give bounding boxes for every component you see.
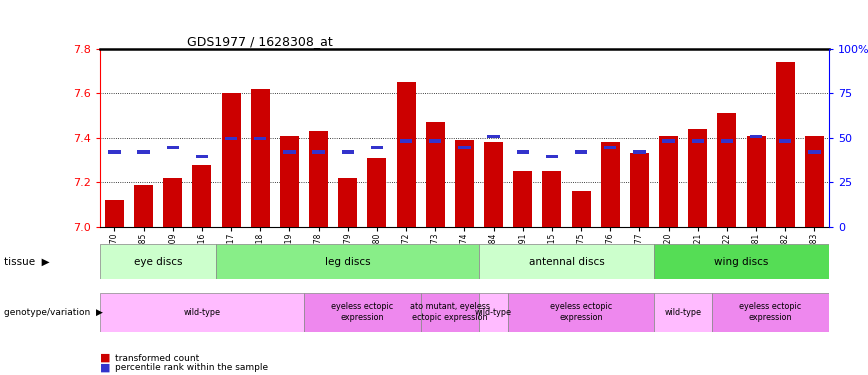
Bar <box>193 165 212 227</box>
Bar <box>659 136 678 227</box>
Bar <box>100 292 304 332</box>
Bar <box>479 292 508 332</box>
Bar <box>488 135 500 138</box>
Bar <box>342 150 354 154</box>
Text: wild-type: wild-type <box>475 308 512 316</box>
Text: genotype/variation  ▶: genotype/variation ▶ <box>4 308 103 316</box>
Bar <box>601 142 620 227</box>
Bar <box>516 150 529 154</box>
Bar <box>776 62 795 227</box>
Bar <box>137 150 149 154</box>
Bar <box>571 191 590 227</box>
Bar <box>312 150 325 154</box>
Bar <box>100 244 216 279</box>
Text: GDS1977 / 1628308_at: GDS1977 / 1628308_at <box>187 34 333 48</box>
Text: eyeless ectopic
expression: eyeless ectopic expression <box>740 303 802 322</box>
Bar <box>429 139 441 143</box>
Bar <box>196 155 208 158</box>
Bar <box>251 89 270 227</box>
Bar <box>508 292 654 332</box>
Bar <box>808 150 820 154</box>
Bar <box>805 136 824 227</box>
Bar <box>542 171 562 227</box>
Bar <box>400 139 412 143</box>
Bar <box>630 153 649 227</box>
Text: wild-type: wild-type <box>665 308 701 316</box>
Bar <box>163 178 182 227</box>
Bar <box>455 140 474 227</box>
Bar <box>720 139 733 143</box>
Bar <box>513 171 532 227</box>
Bar <box>779 139 792 143</box>
Bar <box>225 137 237 141</box>
Bar <box>221 93 240 227</box>
Bar <box>421 292 479 332</box>
Text: eyeless ectopic
expression: eyeless ectopic expression <box>550 303 612 322</box>
Bar <box>692 139 704 143</box>
Bar <box>717 113 736 227</box>
Bar <box>746 136 766 227</box>
Text: eyeless ectopic
expression: eyeless ectopic expression <box>332 303 393 322</box>
Text: leg discs: leg discs <box>325 256 371 267</box>
Bar <box>688 129 707 227</box>
Bar <box>283 150 295 154</box>
Bar <box>134 184 153 227</box>
Bar <box>105 200 124 227</box>
Bar <box>367 158 386 227</box>
Bar <box>458 146 470 149</box>
Bar <box>654 244 829 279</box>
Bar <box>654 292 713 332</box>
Bar <box>604 146 616 149</box>
Text: ■: ■ <box>100 363 110 372</box>
Text: tissue  ▶: tissue ▶ <box>4 256 50 267</box>
Bar <box>304 292 421 332</box>
Bar <box>713 292 829 332</box>
Bar <box>108 150 121 154</box>
Bar <box>254 137 266 141</box>
Text: transformed count: transformed count <box>115 354 200 363</box>
Bar <box>309 131 328 227</box>
Bar <box>750 135 762 138</box>
Bar <box>575 150 587 154</box>
Bar <box>279 136 299 227</box>
Bar <box>216 244 479 279</box>
Bar <box>479 244 654 279</box>
Text: wild-type: wild-type <box>183 308 220 316</box>
Bar <box>546 155 558 158</box>
Bar <box>339 178 358 227</box>
Text: percentile rank within the sample: percentile rank within the sample <box>115 363 268 372</box>
Bar <box>634 150 646 154</box>
Text: ■: ■ <box>100 353 110 363</box>
Bar <box>662 139 674 143</box>
Bar <box>397 82 416 227</box>
Bar <box>425 122 444 227</box>
Text: eye discs: eye discs <box>134 256 182 267</box>
Bar <box>167 146 179 149</box>
Text: antennal discs: antennal discs <box>529 256 604 267</box>
Text: ato mutant, eyeless
ectopic expression: ato mutant, eyeless ectopic expression <box>410 303 490 322</box>
Text: wing discs: wing discs <box>714 256 769 267</box>
Bar <box>371 146 383 149</box>
Bar <box>484 142 503 227</box>
